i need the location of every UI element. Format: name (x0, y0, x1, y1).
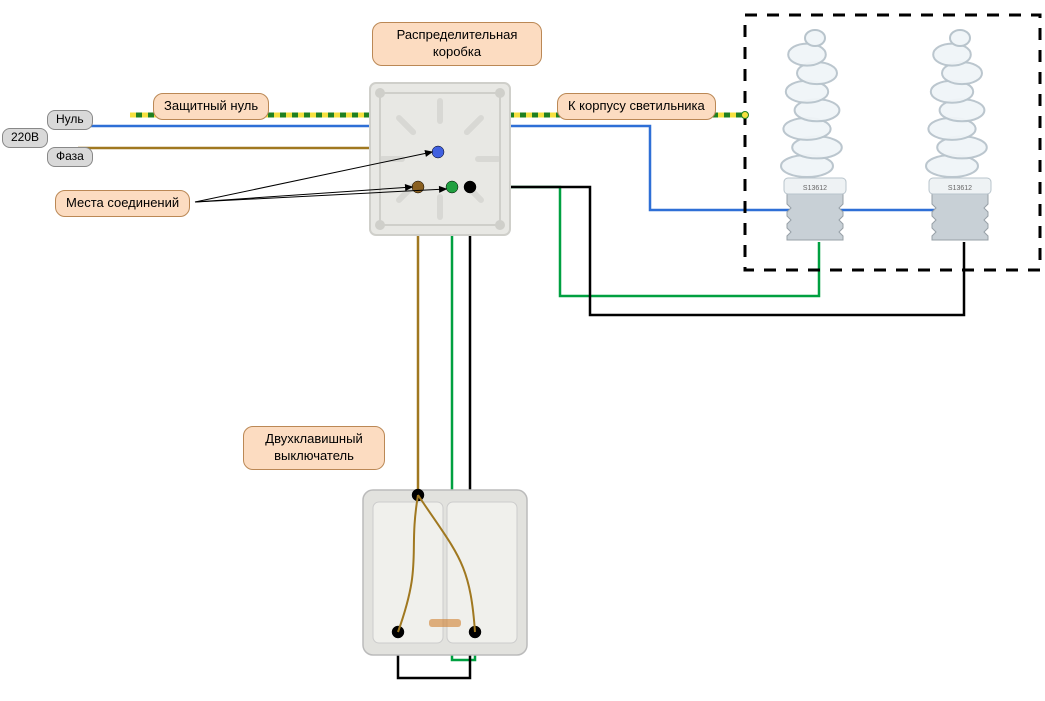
junction-box (370, 83, 510, 235)
neutral-text: Нуль (56, 112, 84, 126)
to-lamp-body-text: К корпусу светильника (568, 98, 705, 113)
svg-text:S13612: S13612 (803, 185, 827, 192)
protective-null-text: Защитный нуль (164, 98, 258, 113)
two-key-switch-text: Двухклавишныйвыключатель (265, 431, 362, 463)
phase-text: Фаза (56, 149, 84, 163)
voltage-text: 220В (11, 130, 39, 144)
cfl-bulb-2: S13612 (926, 30, 991, 240)
joints-label: Места соединений (55, 190, 190, 217)
junction-box-label: Распределительнаякоробка (372, 22, 542, 66)
neutral-label: Нуль (47, 110, 93, 130)
two-key-switch-label: Двухклавишныйвыключатель (243, 426, 385, 470)
joints-text: Места соединений (66, 195, 179, 210)
junction-box-text: Распределительнаякоробка (397, 27, 518, 59)
two-key-switch (363, 490, 527, 655)
pe-endpoint (742, 112, 749, 119)
cfl-bulb-1: S13612 (781, 30, 846, 240)
protective-null-label: Защитный нуль (153, 93, 269, 120)
svg-text:S13612: S13612 (948, 185, 972, 192)
voltage-label: 220В (2, 128, 48, 148)
phase-label: Фаза (47, 147, 93, 167)
to-lamp-body-label: К корпусу светильника (557, 93, 716, 120)
phase-wire-in (78, 148, 418, 187)
